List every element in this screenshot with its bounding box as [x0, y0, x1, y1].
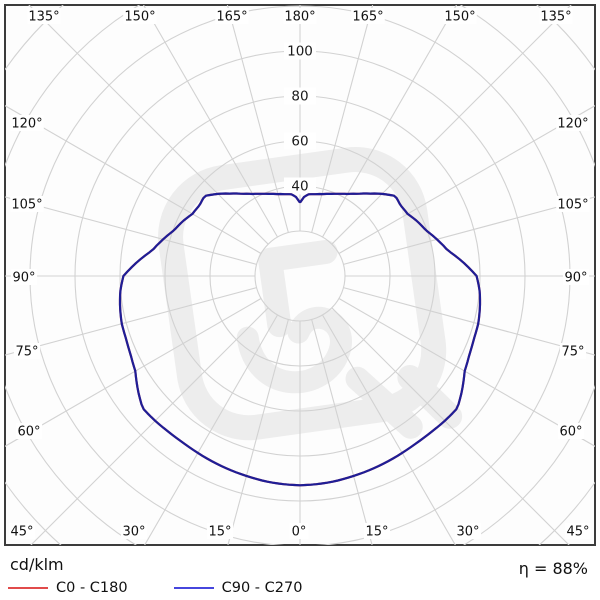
angle-label: 165° [216, 10, 247, 25]
angle-label-halo [289, 523, 309, 539]
angle-label: 105° [11, 198, 42, 213]
angle-label: 180° [284, 10, 315, 25]
angle-label-halo [556, 196, 590, 212]
angle-label: 105° [557, 198, 588, 213]
angle-label: 150° [124, 10, 155, 25]
angle-label-halo [206, 523, 234, 539]
radial-scale-label: 40 [291, 179, 308, 195]
angle-label: 15° [208, 525, 231, 540]
angle-label: 15° [365, 525, 388, 540]
legend-label-c90-c270: C90 - C270 [221, 580, 303, 596]
angle-label: 150° [444, 10, 475, 25]
angle-label: 135° [28, 10, 59, 25]
angle-label-halo [562, 269, 590, 285]
angle-label-halo [454, 523, 482, 539]
radial-scale-label-halo [284, 87, 316, 105]
angle-label: 60° [559, 425, 582, 440]
angle-label-halo [123, 8, 157, 24]
units-label: cd/klm [10, 555, 64, 574]
angle-label: 45° [10, 525, 33, 540]
angle-label: 0° [292, 525, 307, 540]
angle-label: 165° [352, 10, 383, 25]
angle-label: 135° [540, 10, 571, 25]
angle-label: 75° [15, 345, 38, 360]
angle-label: 60° [17, 425, 40, 440]
angle-label: 120° [557, 117, 588, 132]
angle-label-halo [10, 196, 44, 212]
angle-label-halo [539, 8, 573, 24]
angle-label: 90° [564, 271, 587, 286]
angle-label-halo [564, 523, 592, 539]
angle-label: 30° [122, 525, 145, 540]
radial-scale-label-halo [284, 177, 316, 195]
angle-label-halo [15, 423, 43, 439]
curve-c90-c270 [118, 192, 482, 487]
angle-label-halo [283, 8, 317, 24]
efficiency-value: η = 88% [518, 559, 588, 578]
angle-label: 75° [561, 345, 584, 360]
legend-line-c90-c270-icon [173, 587, 214, 589]
angle-label-halo [13, 343, 41, 359]
angle-label-halo [10, 269, 38, 285]
angle-label: 120° [11, 117, 42, 132]
legend: C0 - C180 C90 - C270 [8, 580, 340, 596]
angle-label-halo [8, 523, 36, 539]
angle-label-halo [120, 523, 148, 539]
angle-label-halo [10, 115, 44, 131]
angle-label-halo [443, 8, 477, 24]
angle-label: 30° [456, 525, 479, 540]
radial-scale-label: 80 [291, 89, 308, 105]
angle-label-halo [351, 8, 385, 24]
angle-label-halo [363, 523, 391, 539]
angle-label-halo [559, 343, 587, 359]
radial-scale-label-halo [284, 132, 316, 150]
angle-label: 45° [566, 525, 589, 540]
angle-label-halo [557, 423, 585, 439]
legend-label-c0-c180: C0 - C180 [56, 580, 128, 596]
angle-label: 90° [12, 271, 35, 286]
angle-label-halo [556, 115, 590, 131]
angle-label-halo [215, 8, 249, 24]
radial-scale-label: 60 [291, 134, 308, 150]
legend-line-c0-c180-icon [8, 587, 48, 589]
radial-scale-label: 100 [287, 44, 313, 60]
angle-label-halo [27, 8, 61, 24]
radial-scale-label-halo [284, 42, 316, 60]
